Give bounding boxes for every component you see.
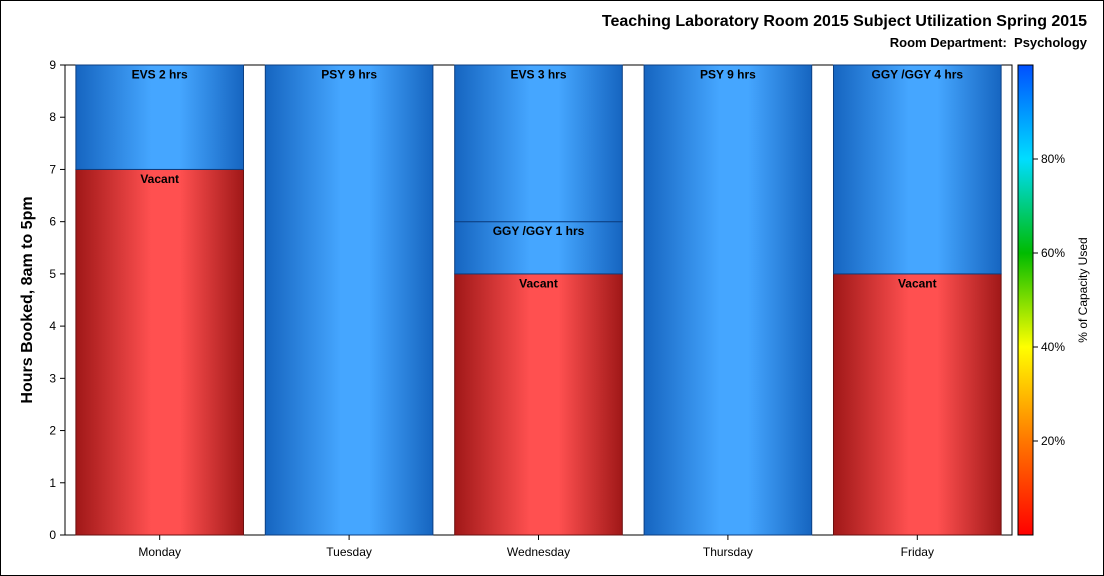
segment-label: Vacant bbox=[519, 276, 558, 290]
colorbar: 20% 40% 60% 80% % of Capacity Used bbox=[1017, 64, 1090, 536]
y-tick-label: 8 bbox=[49, 110, 56, 124]
x-tick-label: Wednesday bbox=[507, 545, 570, 559]
y-tick-label: 5 bbox=[49, 267, 56, 281]
segment-label: EVS 2 hrs bbox=[132, 68, 188, 82]
booked-segment bbox=[264, 64, 434, 536]
booked-segment bbox=[832, 64, 1002, 275]
colorbar-label: % of Capacity Used bbox=[1076, 237, 1090, 342]
y-tick-label: 0 bbox=[49, 528, 56, 542]
y-tick-label: 2 bbox=[49, 424, 56, 438]
x-tick-label: Thursday bbox=[703, 545, 753, 559]
colorbar-tick-label: 40% bbox=[1041, 340, 1065, 354]
colorbar-gradient bbox=[1017, 64, 1034, 536]
x-axis: Monday Tuesday Wednesday Thursday Friday bbox=[138, 535, 934, 559]
vacant-segment bbox=[832, 273, 1002, 536]
colorbar-tick-label: 80% bbox=[1041, 152, 1065, 166]
vacant-segment bbox=[454, 273, 623, 536]
segment-label: Vacant bbox=[140, 172, 179, 186]
subtitle-label: Room Department: bbox=[889, 35, 1007, 50]
booked-segment bbox=[75, 64, 245, 170]
colorbar-tick-label: 60% bbox=[1041, 246, 1065, 260]
y-tick-label: 9 bbox=[49, 58, 56, 72]
chart-subtitle: Room Department: Psychology bbox=[890, 35, 1087, 50]
segment-label: GGY /GGY 4 hrs bbox=[872, 68, 964, 82]
segment-label: Vacant bbox=[898, 276, 937, 290]
x-tick-label: Friday bbox=[901, 545, 934, 559]
subtitle-value: Psychology bbox=[1014, 35, 1087, 50]
bars: Vacant EVS 2 hrs PSY 9 hrs Vacant GGY /GGY 1… bbox=[75, 64, 1002, 536]
y-tick-label: 7 bbox=[49, 162, 56, 176]
y-tick-label: 6 bbox=[49, 215, 56, 229]
booked-segment bbox=[643, 64, 813, 536]
segment-label: GGY /GGY 1 hrs bbox=[493, 224, 585, 238]
booked-segment bbox=[454, 64, 623, 223]
y-tick-label: 1 bbox=[49, 476, 56, 490]
x-tick-label: Tuesday bbox=[326, 545, 372, 559]
x-tick-label: Monday bbox=[138, 545, 181, 559]
segment-label: PSY 9 hrs bbox=[321, 68, 377, 82]
segment-label: PSY 9 hrs bbox=[700, 68, 756, 82]
y-axis: 0 1 2 3 4 5 6 7 8 9 Hours Booked, 8am to 5pm bbox=[19, 58, 65, 542]
colorbar-tick-label: 20% bbox=[1041, 434, 1065, 448]
y-tick-label: 4 bbox=[49, 319, 56, 333]
y-tick-label: 3 bbox=[49, 371, 56, 385]
segment-label: EVS 3 hrs bbox=[510, 68, 566, 82]
chart-title: Teaching Laboratory Room 2015 Subject Ut… bbox=[601, 13, 1087, 30]
vacant-segment bbox=[75, 168, 245, 536]
y-axis-label: Hours Booked, 8am to 5pm bbox=[19, 196, 36, 403]
